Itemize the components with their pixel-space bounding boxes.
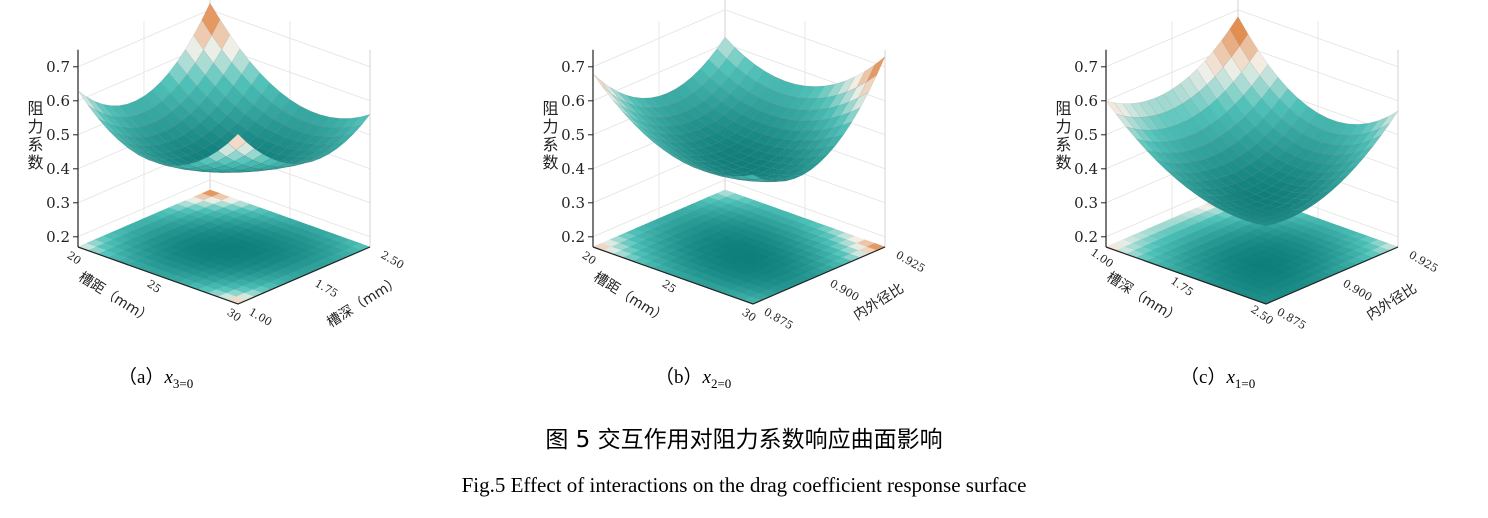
surface-cell bbox=[334, 133, 355, 145]
y-tick-label: 0.900 bbox=[1341, 277, 1375, 304]
surface-cell bbox=[310, 153, 329, 161]
z-axis-title: 阻力系数 bbox=[1053, 100, 1072, 172]
surface-cell bbox=[326, 141, 346, 151]
surface-cell bbox=[800, 163, 820, 171]
z-tick-label: 0.3 bbox=[1074, 194, 1098, 212]
caption-a: （a）x3=0 bbox=[118, 367, 194, 391]
z-tick-label: 0.6 bbox=[561, 92, 585, 110]
surface-cell bbox=[1338, 165, 1357, 178]
z-tick-label: 0.3 bbox=[561, 194, 585, 212]
floor-contour-map bbox=[77, 189, 371, 305]
surface-cell bbox=[742, 174, 763, 180]
surface-cell bbox=[1371, 123, 1390, 141]
x-tick-label: 2.50 bbox=[1248, 303, 1276, 328]
z-tick-label: 0.4 bbox=[561, 160, 585, 178]
floor-axes bbox=[77, 49, 371, 305]
surface-cell bbox=[825, 134, 845, 148]
z-tick-label: 0.3 bbox=[46, 194, 70, 212]
z-tick-label: 0.4 bbox=[1074, 160, 1098, 178]
surface-cell bbox=[1313, 190, 1333, 200]
surface-cell bbox=[227, 133, 247, 151]
y-axis-title: 内外径比 bbox=[851, 280, 907, 323]
y-tick-label: 1.00 bbox=[247, 305, 275, 329]
surface-plot-c: 0.20.30.40.50.60.71.001.752.500.8750.900… bbox=[1053, 0, 1441, 332]
surface-cell bbox=[1255, 221, 1275, 227]
surface-cell bbox=[318, 148, 338, 157]
y-axis-title: 槽深（mm） bbox=[324, 273, 403, 331]
floor-axis-line bbox=[77, 246, 371, 305]
z-axis-title: 阻力系数 bbox=[540, 100, 559, 172]
z-tick-label: 0.5 bbox=[561, 126, 585, 144]
surface-cell bbox=[351, 114, 371, 128]
surface-cell bbox=[592, 73, 612, 95]
y-tick-label: 1.75 bbox=[313, 277, 341, 301]
back-wall-gridline bbox=[592, 9, 886, 68]
z-tick-label: 0.5 bbox=[1074, 126, 1098, 144]
z-tick-label: 0.2 bbox=[561, 228, 585, 246]
z-tick-label: 0.2 bbox=[46, 228, 70, 246]
response-surface bbox=[592, 36, 886, 183]
figure-title-chinese: 图 5 交互作用对阻力系数响应曲面影响 bbox=[545, 427, 943, 453]
surface-cell bbox=[1272, 216, 1291, 222]
back-wall-gridline bbox=[77, 179, 371, 238]
z-tick-label: 0.5 bbox=[46, 126, 70, 144]
x-tick-label: 30 bbox=[740, 306, 759, 325]
surface-cell bbox=[277, 163, 296, 168]
surface-cell bbox=[342, 124, 363, 137]
x-tick-label: 30 bbox=[225, 306, 244, 325]
z-tick-label: 0.7 bbox=[46, 58, 70, 76]
x-axis-title: 槽距（mm） bbox=[76, 269, 155, 327]
surface-cell bbox=[1321, 182, 1341, 193]
surface-cell bbox=[285, 163, 305, 168]
caption-c: （c）x1=0 bbox=[1180, 367, 1256, 391]
floor-axis-line bbox=[592, 246, 886, 305]
x-tick-label: 25 bbox=[660, 277, 679, 296]
z-tick-label: 0.6 bbox=[1074, 92, 1098, 110]
floor-axis-line bbox=[1105, 246, 1399, 305]
surface-cell bbox=[1363, 134, 1382, 151]
response-surface bbox=[77, 2, 371, 173]
z-tick-label: 0.4 bbox=[46, 160, 70, 178]
surface-cell bbox=[1330, 174, 1349, 186]
z-tick-label: 0.6 bbox=[46, 92, 70, 110]
x-tick-label: 20 bbox=[580, 249, 599, 268]
y-tick-label: 0.925 bbox=[1407, 248, 1441, 275]
y-tick-label: 0.875 bbox=[1275, 305, 1309, 332]
surface-cell bbox=[244, 148, 264, 161]
surface-cell bbox=[302, 158, 321, 164]
y-tick-label: 0.875 bbox=[762, 305, 796, 332]
z-tick-label: 0.2 bbox=[1074, 228, 1098, 246]
surface-cell bbox=[759, 180, 778, 183]
floor-axes bbox=[592, 49, 886, 305]
x-tick-label: 20 bbox=[65, 249, 84, 268]
y-tick-label: 0.925 bbox=[894, 248, 928, 275]
surface-cell bbox=[1354, 145, 1374, 161]
z-tick-label: 0.7 bbox=[1074, 58, 1098, 76]
x-axis-title: 槽深（mm） bbox=[1104, 269, 1183, 327]
y-tick-label: 2.50 bbox=[379, 248, 407, 272]
surface-cell bbox=[235, 141, 255, 156]
response-surface bbox=[1105, 16, 1399, 227]
back-wall-gridline bbox=[592, 179, 886, 238]
caption-b: （b）x2=0 bbox=[655, 367, 732, 391]
y-tick-label: 0.900 bbox=[828, 277, 862, 304]
surface-cell bbox=[1379, 110, 1399, 129]
floor-axes bbox=[1105, 49, 1399, 305]
figure-title-english: Fig.5 Effect of interactions on the drag… bbox=[461, 473, 1027, 497]
surface-plot-b: 0.2 0.3 0.4 0.5 0.6 0.7 20 25 30 0.875 0.900 0.925 槽… bbox=[540, 0, 928, 332]
back-wall-gridline bbox=[1105, 9, 1399, 68]
x-axis-title: 槽距（mm） bbox=[591, 269, 670, 327]
z-axis-title: 阻力系数 bbox=[25, 100, 44, 172]
z-tick-label: 0.7 bbox=[561, 58, 585, 76]
surface-cell bbox=[1346, 156, 1366, 170]
y-axis-title: 内外径比 bbox=[1364, 280, 1420, 323]
surface-cell bbox=[792, 169, 811, 176]
surface-plot-a: 0.2 0.3 0.4 0.5 0.6 0.7 20 25 30 1.00 1.75 2.50 槽距（m… bbox=[25, 0, 407, 331]
x-tick-label: 25 bbox=[145, 277, 164, 296]
